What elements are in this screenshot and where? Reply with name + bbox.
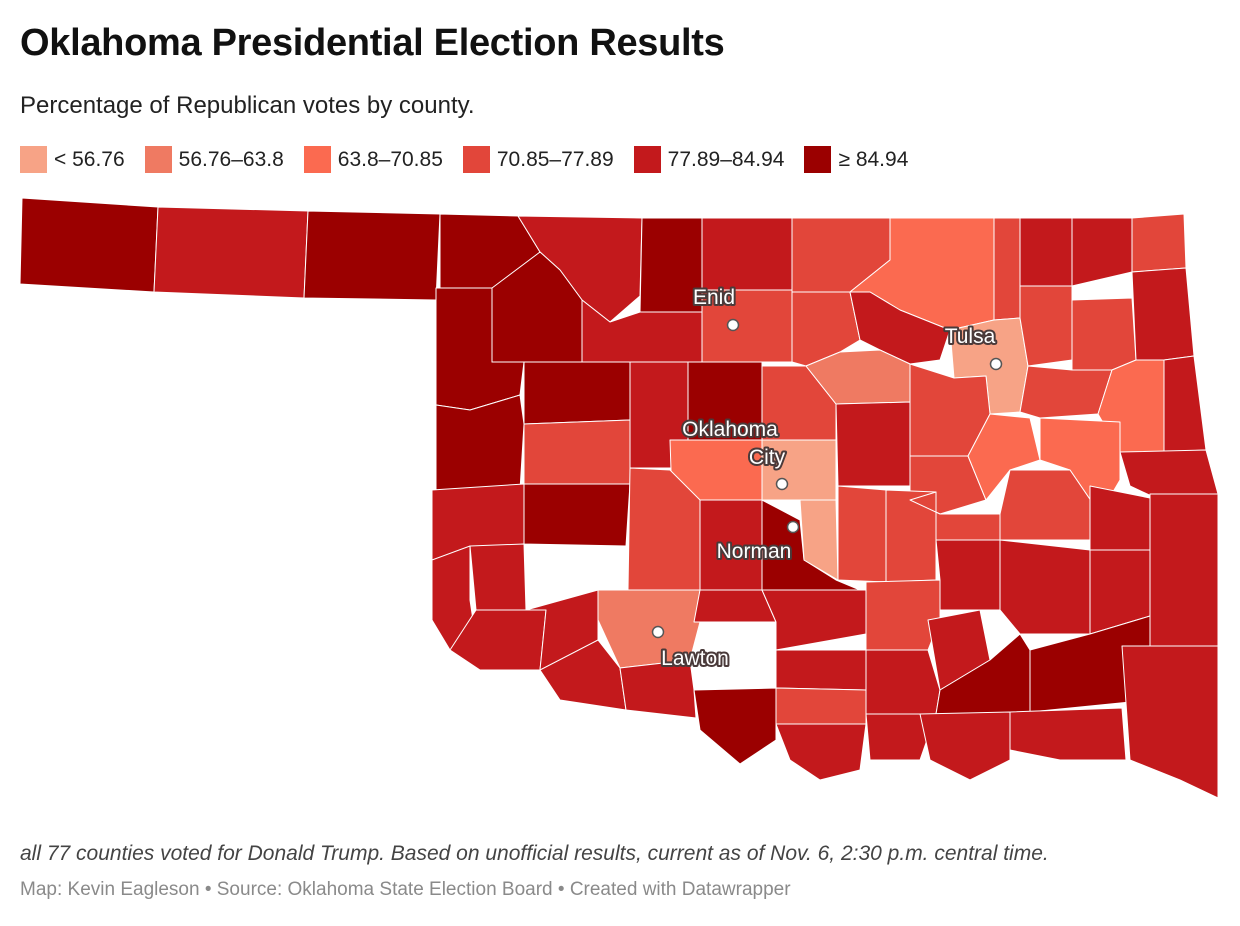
county-marshall[interactable]: [865, 713, 937, 761]
legend-swatch-2: [144, 146, 172, 173]
county-texas[interactable]: [153, 206, 309, 299]
legend-item-5: 77.89–84.94: [633, 146, 785, 173]
city-markers: [651, 318, 1003, 639]
county-johnston[interactable]: [865, 649, 941, 715]
county-pontotoc[interactable]: [865, 579, 941, 651]
legend-item-3: 63.8–70.85: [303, 146, 443, 173]
legend-swatch-6: [804, 146, 832, 173]
legend-swatch-5: [633, 146, 661, 173]
county-cimarron[interactable]: [19, 197, 159, 293]
county-pottawatomie[interactable]: [837, 485, 887, 583]
county-grant[interactable]: [701, 217, 793, 291]
city-label-city: City: [749, 446, 786, 469]
chart-title: Oklahoma Presidential Election Results: [20, 22, 725, 64]
county-hughes[interactable]: [935, 539, 1001, 611]
county-le-flore-north[interactable]: [1119, 449, 1219, 501]
county-custer[interactable]: [523, 419, 631, 485]
county-carter[interactable]: [775, 649, 867, 691]
county-dewey[interactable]: [523, 361, 631, 425]
legend-label-4: 70.85–77.89: [496, 147, 614, 171]
county-roger-mills[interactable]: [435, 394, 525, 491]
legend-item-2: 56.76–63.8: [144, 146, 284, 173]
chart-subtitle: Percentage of Republican votes by county…: [20, 92, 475, 119]
county-washington[interactable]: [993, 217, 1021, 321]
city-label-tulsa: Tulsa: [945, 325, 996, 348]
city-label-oklahoma: Oklahoma: [682, 418, 778, 441]
city-dot-tulsa: [989, 357, 1003, 371]
county-jefferson[interactable]: [693, 687, 777, 765]
legend-swatch-1: [20, 146, 47, 173]
legend-label-5: 77.89–84.94: [667, 147, 785, 171]
legend-swatch-4: [462, 146, 490, 173]
county-kiowa[interactable]: [469, 543, 527, 611]
legend-item-6: ≥ 84.94: [804, 146, 908, 173]
county-mayes[interactable]: [1071, 297, 1137, 371]
county-wagoner[interactable]: [1019, 365, 1113, 419]
city-dot-norman: [786, 520, 800, 534]
legend-item-1: < 56.76: [20, 146, 125, 173]
city-label-lawton: Lawton: [661, 647, 729, 670]
county-ottawa[interactable]: [1131, 213, 1187, 273]
county-nowata[interactable]: [1019, 217, 1073, 287]
county-rogers[interactable]: [1019, 285, 1073, 367]
legend-item-4: 70.85–77.89: [462, 146, 614, 173]
legend-label-3: 63.8–70.85: [337, 147, 443, 171]
county-choctaw[interactable]: [1009, 707, 1127, 761]
legend-label-6: ≥ 84.94: [838, 147, 909, 171]
county-love[interactable]: [775, 723, 867, 781]
city-dot-oklahoma-city: [775, 477, 789, 491]
legend-label-2: 56.76–63.8: [178, 147, 284, 171]
legend-swatch-3: [303, 146, 331, 173]
county-garvin[interactable]: [761, 589, 867, 651]
county-beaver[interactable]: [303, 210, 441, 301]
county-le-flore[interactable]: [1149, 493, 1219, 647]
county-pawnee[interactable]: [849, 291, 951, 365]
county-adair[interactable]: [1163, 355, 1207, 453]
county-delaware[interactable]: [1131, 267, 1195, 361]
source-credit: Map: Kevin Eagleson • Source: Oklahoma S…: [20, 879, 791, 900]
city-labels: Enid Tulsa Oklahoma City Norman Lawton: [659, 284, 997, 672]
county-murray[interactable]: [775, 687, 867, 725]
county-cotton[interactable]: [619, 659, 697, 719]
city-dot-enid: [726, 318, 740, 332]
county-lincoln[interactable]: [835, 401, 911, 487]
footnote: all 77 counties voted for Donald Trump. …: [20, 842, 1049, 865]
city-label-norman: Norman: [717, 540, 792, 563]
legend-label-1: < 56.76: [54, 147, 125, 171]
city-dot-lawton: [651, 625, 665, 639]
county-mccurtain[interactable]: [1121, 645, 1219, 799]
color-legend: < 56.76 56.76–63.8 63.8–70.85 70.85–77.8…: [20, 146, 928, 173]
county-craig[interactable]: [1071, 217, 1133, 287]
county-washita[interactable]: [523, 483, 631, 547]
county-pittsburg[interactable]: [999, 539, 1091, 635]
county-bryan[interactable]: [919, 711, 1011, 781]
city-label-enid: Enid: [693, 286, 735, 309]
oklahoma-county-map: Enid Tulsa Oklahoma City Norman Lawton: [19, 197, 1219, 799]
